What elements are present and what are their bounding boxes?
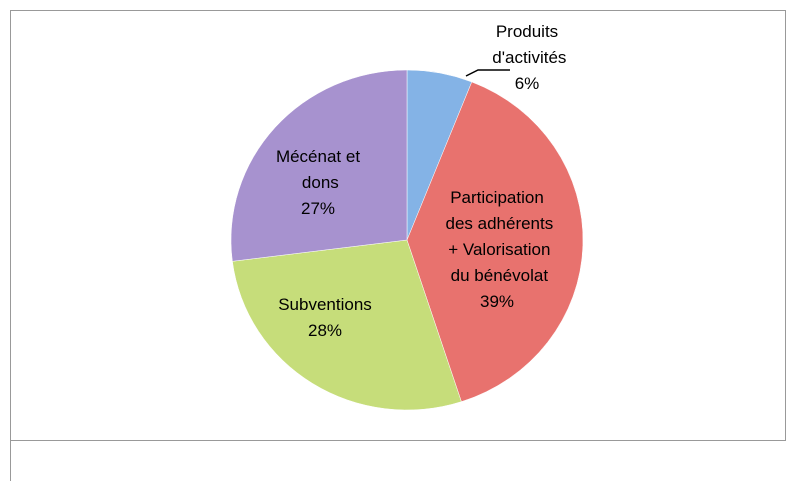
chart-frame — [10, 10, 786, 441]
pie-slice — [232, 239, 462, 411]
slice-value-label: 28% — [308, 321, 342, 340]
leader-line — [465, 69, 510, 77]
slice-value-label: 6% — [515, 74, 540, 93]
pie-slice — [406, 81, 584, 402]
slice-label: Mécénat et dons — [276, 147, 360, 192]
slice-label: Produits d'activités — [488, 22, 567, 67]
slice-label: Subventions — [278, 295, 372, 314]
slice-value-label: 27% — [301, 199, 335, 218]
slice-label: Participation des adhérents + Valorisati… — [441, 188, 553, 285]
slice-value-label: 39% — [480, 292, 514, 311]
pie-slice — [230, 69, 408, 262]
